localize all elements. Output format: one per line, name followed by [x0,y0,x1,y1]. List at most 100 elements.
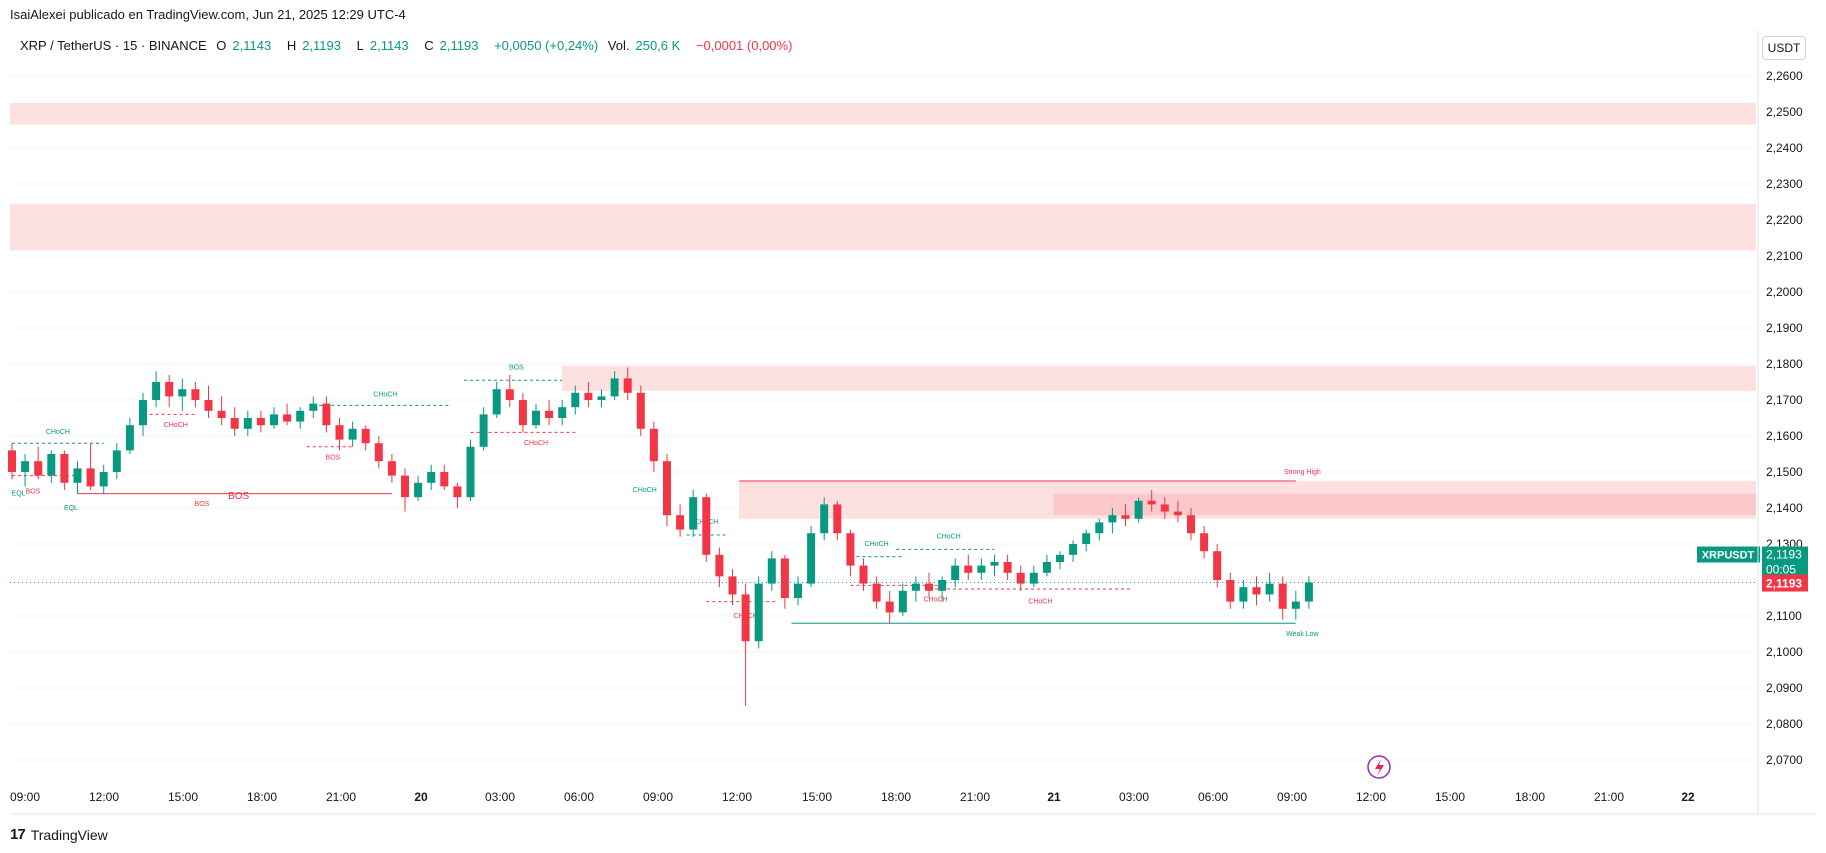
y-axis-tick-label: 2,2000 [1766,285,1803,299]
y-axis-tick-label: 2,1900 [1766,321,1803,335]
currency-button[interactable]: USDT [1762,36,1806,60]
x-axis-tick-label: 21 [1047,790,1061,804]
x-axis-tick-label: 03:00 [485,790,515,804]
candle-body [925,583,933,591]
candle-body [911,583,920,591]
y-axis-tick-label: 2,2600 [1766,69,1803,83]
candle-body [571,392,580,408]
y-axis-tick-label: 2,1800 [1766,357,1803,371]
y-axis-tick-label: 2,1600 [1766,429,1803,443]
candle-body [1265,583,1274,595]
candle-body [898,590,907,613]
candle-body [702,497,711,555]
low-value: 2,1143 [369,38,409,53]
candle-body [807,533,816,584]
candle-body [21,461,30,472]
candle-body [125,425,134,451]
candle-body [1134,500,1143,519]
volume-label: Vol. [607,38,630,53]
x-axis-tick-label: 12:00 [722,790,752,804]
high-label: H [286,38,297,53]
candle-body [86,468,95,487]
candle-body [492,389,501,415]
candle-body [623,378,632,393]
candle-body [139,400,147,426]
candle-body [453,486,462,498]
supply-zone-inner [1053,493,1756,516]
candle-body [1187,515,1195,534]
candle-body [846,533,855,566]
y-axis-tick-label: 2,1400 [1766,501,1803,515]
brand-name: TradingView [30,826,108,843]
candle-body [1226,580,1235,602]
candle-body [977,565,986,573]
publisher-line: IsaiAlexei publicado en TradingView.com,… [10,7,406,22]
candle-body [1016,572,1025,584]
candle-body [1069,544,1078,555]
symbol-label[interactable]: XRP / TetherUS · 15 · BINANCE [20,38,207,53]
candle-body [440,472,449,487]
x-axis-tick-label: 09:00 [10,790,40,804]
candle-body [649,428,658,462]
structure-label: EQL [64,505,78,512]
x-axis-tick-label: 21:00 [960,790,990,804]
candle-body [872,583,881,602]
lightning-icon [1375,759,1384,776]
structure-label: BOS [509,364,524,371]
candle-body [754,583,763,642]
candle-body [1252,587,1261,595]
candle-body [820,504,829,534]
level-label: Weak Low [1286,631,1319,638]
candle-body [243,418,252,429]
x-axis-tick-label: 22 [1681,790,1695,804]
candle-body [584,392,593,400]
candle-body [610,378,619,397]
candle-body [309,403,318,411]
x-axis-tick-label: 12:00 [89,790,119,804]
candle-body [780,558,789,598]
x-axis-tick-label: 18:00 [881,790,911,804]
open-value: 2,1143 [232,38,272,53]
supply-zone [10,203,1756,251]
tradingview-logo-icon: 17 [10,826,26,843]
supply-zone [562,365,1757,391]
structure-label: BOS [195,501,210,508]
candle-body [938,580,947,591]
candle-body [728,576,737,595]
candle-body [191,389,200,400]
y-axis-tick-label: 2,1100 [1766,609,1802,623]
x-axis-tick-label: 15:00 [1435,790,1465,804]
candle-body [322,403,331,426]
candle-body [270,414,278,426]
candle-body [256,418,265,426]
candle-body [676,515,685,530]
x-axis-tick-label: 12:00 [1356,790,1386,804]
replay-icon[interactable] [1367,755,1391,779]
y-axis-tick-label: 2,2400 [1766,141,1803,155]
candle-body [741,594,750,642]
y-axis-tick-label: 2,0900 [1766,681,1803,695]
candle-body [296,410,305,422]
symbol-tag-text: XRPUSDT [1702,550,1755,562]
structure-label: BOS [326,454,341,461]
candle-body [1160,504,1169,512]
candle-body [689,497,698,530]
candle-body [951,565,960,580]
candle-body [1082,533,1091,544]
candle-body [348,428,357,440]
candle-body [8,450,16,472]
candle-body [1042,562,1051,573]
candle-body [427,472,436,483]
candle-body [479,414,488,447]
footer-brand: 17 TradingView [10,826,108,843]
candle-body [34,461,43,476]
y-axis-tick-label: 2,0700 [1766,753,1803,767]
candle-body [112,450,121,472]
y-axis-tick-label: 2,2100 [1766,249,1803,263]
x-axis-tick-label: 06:00 [1198,790,1228,804]
supply-zone [10,103,1756,125]
candle-body [178,389,187,397]
candle-body [217,410,226,418]
